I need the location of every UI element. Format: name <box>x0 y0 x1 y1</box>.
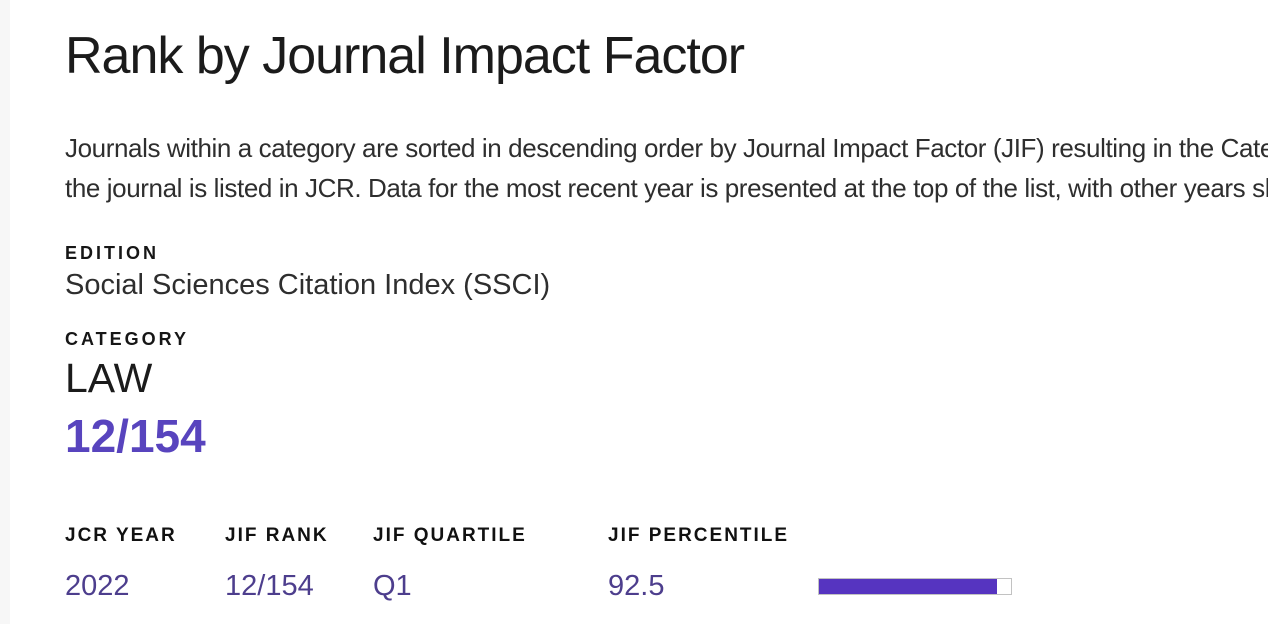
cell-jif-percentile[interactable]: 92.5 <box>608 570 665 601</box>
edition-value: Social Sciences Citation Index (SSCI) <box>65 269 551 301</box>
left-page-edge <box>0 0 10 624</box>
category-rank: 12/154 <box>65 410 206 462</box>
col-header-jif-percentile: JIF PERCENTILE <box>608 525 790 546</box>
jif-percentile-bar <box>818 577 1012 595</box>
rank-by-jif-panel: Rank by Journal Impact Factor Journals w… <box>65 24 1268 601</box>
col-header-jcr-year: JCR YEAR <box>65 525 177 546</box>
edition-section: EDITION Social Sciences Citation Index (… <box>65 244 1268 302</box>
intro-line-2: the journal is listed in JCR. Data for t… <box>65 173 1268 203</box>
edition-label: EDITION <box>65 243 160 263</box>
category-label: CATEGORY <box>65 329 190 349</box>
intro-line-1: Journals within a category are sorted in… <box>65 133 1268 163</box>
jif-percentile-bar-fill <box>819 578 997 594</box>
page-title: Rank by Journal Impact Factor <box>65 27 745 85</box>
col-header-jif-rank: JIF RANK <box>225 525 329 546</box>
category-value: LAW <box>65 355 153 401</box>
cell-jcr-year[interactable]: 2022 <box>65 570 130 601</box>
col-header-jif-quartile: JIF QUARTILE <box>373 525 527 546</box>
cell-jif-quartile[interactable]: Q1 <box>373 570 412 601</box>
rank-table: JCR YEAR JIF RANK JIF QUARTILE JIF PERCE… <box>65 526 1268 601</box>
cell-jif-rank[interactable]: 12/154 <box>225 570 314 601</box>
intro-paragraph: Journals within a category are sorted in… <box>65 128 1268 208</box>
category-section: CATEGORY LAW 12/154 <box>65 330 1268 462</box>
rank-table-header-row: JCR YEAR JIF RANK JIF QUARTILE JIF PERCE… <box>65 526 1268 545</box>
rank-table-row-2022: 2022 12/154 Q1 92.5 <box>65 571 1268 601</box>
